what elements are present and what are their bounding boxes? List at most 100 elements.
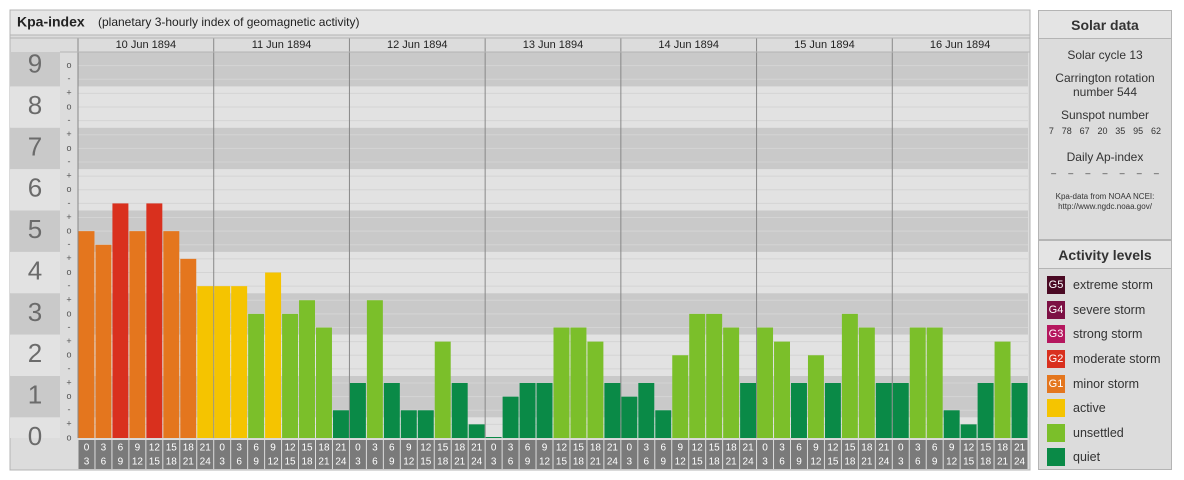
y-tick-label: 8 bbox=[28, 90, 42, 120]
label-band bbox=[10, 52, 60, 87]
time-slot-from: 3 bbox=[779, 443, 785, 454]
time-slot-from: 15 bbox=[709, 443, 721, 454]
time-slot-from: 0 bbox=[491, 443, 497, 454]
time-slot-from: 15 bbox=[301, 443, 313, 454]
legend-item: unsettled bbox=[1047, 421, 1171, 446]
label-band bbox=[10, 293, 60, 335]
bar bbox=[129, 231, 146, 438]
time-slot-box bbox=[1011, 440, 1028, 469]
sunspot-number: 7 bbox=[1048, 126, 1054, 136]
minor-tick-label: o bbox=[66, 432, 71, 442]
time-slot-from: 6 bbox=[932, 443, 938, 454]
bar bbox=[519, 382, 536, 438]
time-slot-from: 18 bbox=[997, 443, 1009, 454]
day-label: 13 Jun 1894 bbox=[523, 39, 584, 51]
ap-value: – bbox=[1051, 168, 1057, 178]
time-slot-to: 15 bbox=[284, 457, 296, 468]
bar bbox=[587, 341, 604, 438]
sunspot-number: 20 bbox=[1097, 126, 1108, 136]
minor-tick-label: o bbox=[66, 308, 71, 318]
time-slot-box bbox=[757, 440, 774, 469]
ap-value: – bbox=[1068, 168, 1074, 178]
label-band bbox=[10, 127, 60, 170]
bar bbox=[604, 382, 621, 438]
minor-tick-label: - bbox=[68, 115, 71, 125]
time-slot-from: 18 bbox=[454, 443, 466, 454]
label-band bbox=[10, 334, 60, 376]
day-label: 15 Jun 1894 bbox=[794, 39, 855, 51]
time-slot-box bbox=[604, 440, 621, 469]
label-band bbox=[10, 251, 60, 294]
bar bbox=[248, 313, 265, 438]
time-slot-box bbox=[791, 440, 807, 469]
time-slot-from: 0 bbox=[762, 443, 768, 454]
bar bbox=[723, 327, 740, 438]
bar bbox=[841, 313, 858, 438]
legend-swatch: G2 bbox=[1047, 350, 1065, 369]
time-slot-box bbox=[214, 440, 231, 469]
time-slot-to: 15 bbox=[692, 457, 704, 468]
chart-title: Kpa-index bbox=[17, 14, 85, 30]
bar bbox=[78, 231, 95, 438]
time-slot-box bbox=[146, 440, 163, 469]
y-tick-label: 3 bbox=[28, 297, 42, 327]
time-slot-box bbox=[672, 440, 689, 469]
time-slot-from: 21 bbox=[335, 443, 347, 454]
time-slot-to: 18 bbox=[573, 457, 585, 468]
legend-label: moderate storm bbox=[1073, 352, 1161, 367]
bar bbox=[977, 382, 994, 438]
label-band bbox=[10, 417, 60, 438]
time-slot-box bbox=[807, 440, 824, 469]
bar bbox=[960, 424, 977, 438]
day-label: 14 Jun 1894 bbox=[658, 39, 719, 51]
time-slot-to: 18 bbox=[301, 457, 313, 468]
source-url: http://www.ngdc.noaa.gov/ bbox=[1058, 202, 1152, 211]
time-slot-to: 12 bbox=[539, 457, 551, 468]
time-slot-to: 21 bbox=[454, 457, 466, 468]
time-slot-box bbox=[638, 440, 655, 469]
ap-value: – bbox=[1153, 168, 1159, 178]
time-slot-from: 12 bbox=[963, 443, 975, 454]
time-slot-from: 3 bbox=[508, 443, 514, 454]
time-slot-from: 12 bbox=[556, 443, 568, 454]
day-label: 12 Jun 1894 bbox=[387, 39, 448, 51]
time-slot-box bbox=[943, 440, 960, 469]
bar bbox=[553, 327, 570, 438]
time-slot-from: 18 bbox=[726, 443, 738, 454]
time-slot-box bbox=[824, 440, 841, 469]
time-slot-from: 0 bbox=[627, 443, 633, 454]
time-slot-to: 3 bbox=[898, 457, 904, 468]
legend-swatch: G4 bbox=[1047, 300, 1065, 319]
time-slot-box bbox=[926, 440, 943, 469]
bar bbox=[299, 300, 315, 438]
time-slot-box bbox=[231, 440, 248, 469]
time-slot-box bbox=[299, 440, 315, 469]
bar bbox=[621, 396, 638, 438]
time-slot-to: 12 bbox=[403, 457, 415, 468]
time-slot-to: 12 bbox=[946, 457, 958, 468]
time-slot-from: 6 bbox=[660, 443, 666, 454]
time-slot-to: 15 bbox=[827, 457, 839, 468]
bar bbox=[1011, 382, 1028, 438]
legend-item: G5 extreme storm bbox=[1047, 273, 1171, 298]
minor-tick-label: - bbox=[68, 281, 71, 291]
bar bbox=[807, 355, 824, 438]
sunspot-number: 62 bbox=[1150, 126, 1161, 136]
time-slot-from: 12 bbox=[149, 443, 161, 454]
time-slot-to: 12 bbox=[132, 457, 144, 468]
bar bbox=[655, 410, 672, 438]
minor-tick-label: - bbox=[68, 239, 71, 249]
time-slot-to: 21 bbox=[861, 457, 873, 468]
minor-tick-label: + bbox=[66, 295, 71, 305]
label-band bbox=[10, 169, 60, 211]
time-slot-to: 15 bbox=[963, 457, 975, 468]
bar bbox=[892, 382, 909, 438]
legend: G5 extreme storm G4 severe storm G3 strong st… bbox=[1039, 273, 1171, 470]
time-slot-from: 9 bbox=[406, 443, 412, 454]
y-tick-label: 0 bbox=[28, 421, 42, 451]
bar bbox=[706, 313, 723, 438]
bar bbox=[316, 327, 332, 438]
time-slot-to: 9 bbox=[932, 457, 938, 468]
time-slot-to: 3 bbox=[84, 457, 90, 468]
time-slot-to: 12 bbox=[675, 457, 687, 468]
